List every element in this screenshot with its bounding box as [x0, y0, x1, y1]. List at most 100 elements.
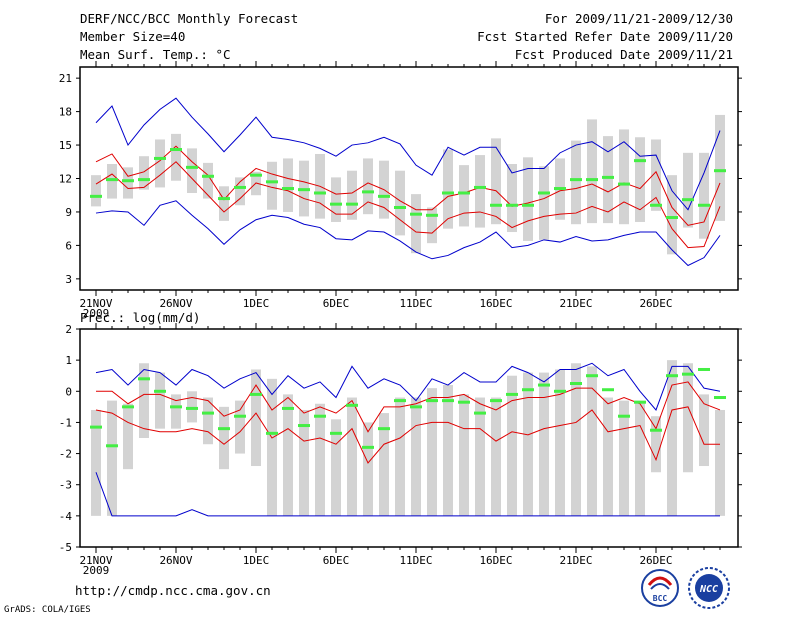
prec-observed-mark	[618, 414, 630, 418]
temp-observed-mark	[586, 178, 598, 182]
temp-observed-mark	[538, 191, 550, 195]
temp-observed-mark	[682, 198, 694, 202]
grads-credit: GrADS: COLA/IGES	[4, 605, 91, 615]
prec-range-bar	[587, 366, 597, 516]
prec-observed-mark	[298, 424, 310, 428]
prec-ytick-label: 0	[65, 385, 72, 398]
prec-ytick-label: -4	[59, 510, 73, 523]
prec-range-bar	[603, 397, 613, 516]
prec-range-bar	[171, 394, 181, 429]
temp-range-bar	[475, 155, 485, 228]
temp-range-bar	[283, 158, 293, 212]
prec-xtick-label: 11DEC	[399, 554, 432, 567]
prec-line-upper-bound	[95, 362, 721, 411]
prec-range-bar	[651, 416, 661, 473]
temp-range-bar	[203, 162, 213, 199]
temp-range-bar	[155, 139, 165, 188]
prec-observed-mark	[586, 374, 598, 378]
prec-observed-mark	[698, 367, 710, 371]
prec-range-bar	[299, 409, 309, 516]
prec-line-lower-bound	[95, 472, 720, 517]
prec-ytick-label: -3	[59, 479, 72, 492]
temp-line-upper-bound	[95, 97, 721, 211]
temp-range-bar	[539, 166, 549, 240]
temp-xtick-label: 6DEC	[323, 297, 350, 310]
temp-observed-mark	[442, 191, 454, 195]
temp-observed-mark	[410, 212, 422, 216]
temp-observed-mark	[154, 156, 166, 160]
temp-range-bar	[651, 139, 661, 211]
temp-observed-mark	[714, 169, 726, 173]
prec-observed-mark	[170, 405, 182, 409]
prec-xtick-label: 21NOV	[79, 554, 112, 567]
temp-observed-mark	[618, 182, 630, 186]
prec-range-bar	[699, 394, 709, 467]
prec-ytick-label: 2	[65, 323, 72, 336]
temp-range-bar	[363, 158, 373, 215]
prec-observed-mark	[426, 399, 438, 403]
ncc-logo-text: NCC	[699, 584, 718, 595]
temp-observed-mark	[426, 213, 438, 217]
temp-year-label: 2009	[83, 307, 110, 320]
prec-range-bar	[251, 369, 261, 467]
prec-range-bar	[683, 363, 693, 473]
prec-range-bar	[715, 409, 725, 516]
prec-xtick-label: 26DEC	[639, 554, 672, 567]
temp-ytick-label: 21	[59, 72, 72, 85]
prec-observed-mark	[410, 405, 422, 409]
prec-frame	[79, 328, 739, 548]
prec-range-bar	[235, 400, 245, 454]
prec-observed-mark	[666, 374, 678, 378]
temp-observed-mark	[330, 202, 342, 206]
temp-observed-mark	[218, 197, 230, 201]
prec-ytick-label: -2	[59, 448, 72, 461]
prec-range-bar	[283, 394, 293, 516]
prec-range-bar	[459, 394, 469, 516]
prec-range-bar	[139, 363, 149, 438]
temp-ytick-label: 6	[65, 239, 72, 252]
chart-title: DERF/NCC/BCC Monthly Forecast	[80, 11, 299, 26]
temp-observed-mark	[90, 194, 102, 198]
prec-year-label: 2009	[83, 564, 110, 577]
prec-range-bar	[203, 397, 213, 445]
temp-range-bar	[171, 133, 181, 181]
prec-observed-mark	[474, 411, 486, 415]
prec-observed-mark	[570, 382, 582, 385]
temp-range-bar	[715, 114, 725, 221]
prec-range-bar	[523, 372, 533, 516]
prec-observed-mark	[682, 372, 694, 376]
prec-range-bar	[107, 400, 117, 516]
temp-range-bar	[331, 177, 341, 222]
prec-title: Prec.: log(mm/d)	[80, 310, 200, 325]
prec-observed-mark	[122, 405, 134, 409]
prec-range-bar	[571, 363, 581, 516]
prec-range-bar	[427, 388, 437, 516]
prec-observed-mark	[330, 431, 342, 435]
temp-xtick-label: 21DEC	[559, 297, 592, 310]
prec-ytick-label: 1	[65, 354, 72, 367]
prec-range-bar	[187, 391, 197, 423]
temp-line-upper-red	[95, 145, 721, 226]
temp-range-bar	[587, 119, 597, 224]
prec-range-bar	[395, 397, 405, 516]
temp-line-lower-bound	[95, 200, 721, 267]
prec-observed-mark	[362, 445, 374, 449]
source-url[interactable]: http://cmdp.ncc.cma.gov.cn	[75, 583, 271, 598]
prec-observed-mark	[138, 377, 150, 381]
temp-ytick-label: 12	[59, 173, 72, 186]
prec-observed-mark	[90, 425, 102, 429]
temp-range-bar	[619, 129, 629, 225]
prec-range-bar	[555, 369, 565, 516]
prec-range-bar	[619, 400, 629, 516]
temp-observed-mark	[570, 178, 582, 182]
temp-range-bar	[459, 165, 469, 227]
temp-range-bar	[603, 136, 613, 224]
temp-range-bar	[443, 149, 453, 229]
prec-range-bar	[267, 378, 277, 516]
temp-xtick-label: 26DEC	[639, 297, 672, 310]
temp-observed-mark	[250, 173, 262, 177]
temp-range-bar	[187, 148, 197, 193]
prec-observed-mark	[202, 411, 214, 415]
temp-range-bar	[267, 161, 277, 210]
